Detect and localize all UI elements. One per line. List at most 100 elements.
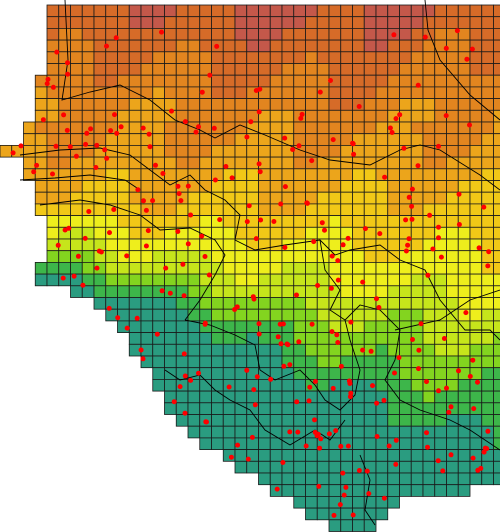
station-dot xyxy=(235,442,241,448)
grid-cell xyxy=(211,425,224,439)
grid-cell xyxy=(211,414,224,427)
grid-cell xyxy=(199,437,212,450)
grid-cell xyxy=(434,402,447,415)
grid-cell xyxy=(175,390,189,404)
grid-cell xyxy=(434,191,447,205)
station-dot xyxy=(284,341,290,347)
grid-cell xyxy=(70,51,83,64)
grid-cell xyxy=(211,273,224,287)
grid-cell xyxy=(481,472,494,486)
grid-cell xyxy=(410,168,424,181)
grid-cell xyxy=(328,343,342,357)
grid-cell xyxy=(117,133,130,146)
grid-cell xyxy=(399,378,412,392)
station-dot xyxy=(464,56,470,62)
station-dot xyxy=(424,430,429,436)
grid-cell xyxy=(128,63,142,76)
grid-cell xyxy=(469,250,483,263)
station-dot xyxy=(177,384,183,390)
border-line xyxy=(319,239,346,321)
grid-cell xyxy=(305,168,318,181)
station-dot xyxy=(175,183,181,189)
grid-cell xyxy=(187,390,201,404)
station-dot xyxy=(443,45,449,51)
station-dot xyxy=(71,273,77,279)
station-dot xyxy=(50,171,55,177)
grid-cell xyxy=(211,378,224,392)
grid-cell xyxy=(340,121,353,135)
grid-cell xyxy=(410,250,424,263)
grid-cell xyxy=(434,320,447,333)
grid-cell xyxy=(258,460,271,474)
grid-cell xyxy=(457,133,471,146)
grid-cell xyxy=(234,16,248,29)
grid-cell xyxy=(469,472,483,486)
grid-cell xyxy=(34,86,48,100)
station-dot xyxy=(256,321,262,327)
grid-cell xyxy=(410,390,424,404)
grid-cell xyxy=(493,156,500,170)
grid-cell xyxy=(493,425,500,439)
grid-cell xyxy=(199,168,212,181)
grid-cell xyxy=(175,74,189,88)
grid-cell xyxy=(140,109,154,123)
station-dot xyxy=(104,155,110,161)
grid-cell xyxy=(316,74,330,88)
station-dot xyxy=(435,458,441,464)
grid-cell xyxy=(140,273,154,287)
station-dot xyxy=(456,191,462,197)
grid-cell xyxy=(93,191,107,205)
station-dot xyxy=(287,362,293,368)
grid-cell xyxy=(222,343,236,357)
grid-cell xyxy=(164,156,177,170)
station-dot xyxy=(397,112,403,118)
grid-cell xyxy=(446,191,459,205)
grid-cell xyxy=(258,133,271,146)
grid-cell xyxy=(352,63,365,76)
grid-cell xyxy=(81,51,95,64)
grid-cell xyxy=(222,39,236,53)
station-dot xyxy=(306,398,312,404)
grid-cell xyxy=(469,343,483,357)
grid-cell xyxy=(457,414,471,427)
grid-cell xyxy=(399,180,412,193)
grid-cell xyxy=(128,261,142,275)
grid-cell xyxy=(481,355,494,369)
station-dot xyxy=(309,321,315,327)
grid-cell xyxy=(199,355,212,369)
grid-cell xyxy=(363,449,377,462)
grid-cell xyxy=(434,203,447,216)
grid-cell xyxy=(481,27,494,41)
grid-cell xyxy=(293,495,306,509)
station-dot xyxy=(331,512,337,518)
grid-cell xyxy=(281,109,295,123)
station-dot xyxy=(333,428,339,434)
grid-cell xyxy=(493,86,500,100)
grid-cell xyxy=(234,378,248,392)
grid-cell xyxy=(481,238,494,252)
grid-cell xyxy=(46,226,60,240)
grid-cell xyxy=(269,355,283,369)
grid-cell xyxy=(175,63,189,76)
grid-cell xyxy=(363,133,377,146)
grid-cell xyxy=(352,261,365,275)
station-dot xyxy=(436,224,441,230)
grid-cell xyxy=(234,250,248,263)
grid-cell xyxy=(352,180,365,193)
station-dot xyxy=(338,363,344,369)
station-dot xyxy=(112,112,117,118)
grid-cell xyxy=(446,156,459,170)
grid-cell xyxy=(399,4,412,18)
grid-cell xyxy=(305,4,318,18)
grid-cell xyxy=(340,402,353,415)
grid-cell xyxy=(399,343,412,357)
grid-cell xyxy=(140,297,154,310)
grid-cell xyxy=(363,414,377,427)
grid-cell xyxy=(493,203,500,216)
grid-cell xyxy=(387,203,400,216)
grid-cell xyxy=(457,144,471,158)
grid-cell xyxy=(258,273,271,287)
grid-cell xyxy=(363,519,377,532)
grid-cell xyxy=(375,261,389,275)
grid-cell xyxy=(481,144,494,158)
